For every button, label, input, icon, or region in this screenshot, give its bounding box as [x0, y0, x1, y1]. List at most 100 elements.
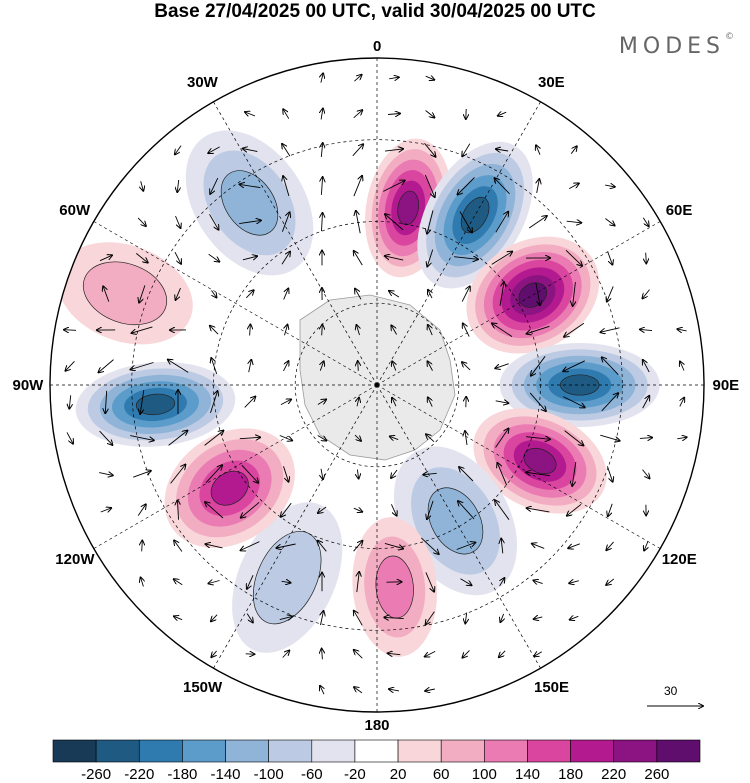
lon-150w-label: 150W — [183, 678, 223, 696]
wind-arrow — [66, 360, 75, 370]
meridian-line — [213, 101, 378, 386]
wind-arrow — [426, 611, 435, 625]
wind-arrow — [168, 431, 188, 446]
colorbar-tick-label: -260 — [81, 766, 112, 783]
wind-arrow — [495, 401, 509, 403]
wind-arrow — [424, 143, 436, 156]
wind-arrow — [99, 473, 113, 476]
wind-arrow — [321, 177, 322, 195]
wind-arrow — [139, 285, 146, 302]
wind-arrow — [563, 360, 585, 371]
wind-arrow — [103, 286, 110, 302]
wind-arrow — [463, 323, 470, 337]
wind-arrow — [281, 212, 289, 232]
lon-150e-label: 150E — [534, 678, 570, 696]
wind-arrow — [354, 75, 361, 82]
wind-arrow — [454, 257, 478, 260]
wind-arrow — [495, 178, 510, 195]
wind-arrow — [210, 326, 219, 335]
wind-arrow — [283, 289, 289, 300]
wind-arrow — [567, 503, 582, 515]
wind-arrow — [389, 689, 400, 691]
wind-arrow — [318, 506, 327, 513]
wind-arrow — [130, 435, 154, 441]
wind-arrow — [241, 541, 260, 551]
meridian-line — [93, 384, 378, 549]
wind-arrow — [385, 256, 404, 261]
colorbar-swatch — [268, 739, 313, 763]
colorbar-tick-label: -60 — [300, 766, 323, 783]
wind-arrow — [353, 508, 362, 512]
wind-arrow — [600, 434, 619, 441]
wind-arrow — [427, 249, 434, 267]
wind-arrow — [250, 325, 251, 336]
meridian-line — [376, 384, 541, 669]
brand-logo: MODES© — [619, 31, 734, 59]
wind-arrow — [209, 214, 219, 229]
colorbar-swatch — [225, 739, 269, 763]
wind-arrow — [458, 177, 475, 195]
lon-180-label: 180 — [364, 716, 390, 734]
lon-30e-label: 30E — [538, 74, 565, 92]
wind-arrow — [608, 503, 613, 516]
pole-marker — [374, 382, 380, 388]
wind-arrow — [526, 472, 550, 477]
colorbar-swatch — [311, 739, 356, 763]
wind-arrow — [358, 361, 359, 371]
wind-arrow — [239, 220, 261, 223]
wind-arrow — [384, 617, 404, 618]
colorbar-swatch — [182, 739, 226, 763]
colorbar-swatch — [95, 739, 140, 763]
wind-arrow — [425, 110, 435, 118]
wind-arrow — [568, 183, 579, 189]
wind-arrow — [537, 179, 540, 193]
wind-arrow — [569, 581, 579, 584]
positive-center-wnw — [57, 242, 193, 345]
colorbar-tick-label: 140 — [514, 766, 541, 783]
wind-arrow — [241, 464, 258, 483]
colorbar-swatch — [52, 739, 97, 763]
wind-arrow — [565, 249, 582, 265]
colorbar-swatch — [397, 739, 442, 763]
lon-120e-label: 120E — [661, 551, 697, 568]
wind-arrow — [174, 251, 181, 264]
wind-arrow — [680, 362, 684, 371]
wind-arrow — [427, 210, 434, 233]
wind-arrow — [496, 149, 509, 151]
wind-arrow — [642, 217, 648, 226]
colorbar-swatch — [527, 739, 571, 763]
wind-arrow — [607, 251, 613, 264]
wind-arrow — [425, 76, 435, 80]
wind-arrow — [459, 467, 474, 482]
brand-mark: © — [725, 31, 734, 42]
wind-arrow — [353, 176, 362, 197]
wind-arrow — [677, 437, 686, 439]
wind-arrow — [282, 651, 290, 658]
wind-arrow — [495, 212, 508, 233]
wind-arrow — [208, 581, 220, 584]
colorbar-tick-label: -20 — [344, 766, 366, 783]
wind-arrow — [246, 613, 253, 623]
wind-vectors — [64, 73, 687, 695]
wind-arrow — [321, 143, 322, 157]
wind-arrow — [424, 174, 434, 197]
wind-arrow — [322, 649, 323, 660]
lon-120w-label: 120W — [55, 551, 95, 568]
wind-arrow — [392, 361, 396, 371]
wind-arrow — [205, 465, 222, 484]
wind-arrow — [99, 359, 114, 373]
colorbar-swatch — [613, 739, 658, 763]
wind-arrow — [168, 360, 189, 373]
wind-arrow — [529, 392, 546, 411]
lon-0-label: 0 — [373, 37, 382, 55]
wind-arrow — [211, 614, 218, 622]
wind-arrow — [535, 282, 540, 305]
wind-arrow — [142, 541, 143, 552]
lon-60w-label: 60W — [59, 202, 91, 219]
wind-arrow — [282, 144, 291, 157]
lon-30w-label: 30W — [187, 74, 218, 92]
wind-arrow — [391, 326, 397, 335]
wind-arrow — [322, 325, 323, 336]
wind-arrow — [640, 329, 653, 330]
wind-arrow — [607, 286, 614, 301]
